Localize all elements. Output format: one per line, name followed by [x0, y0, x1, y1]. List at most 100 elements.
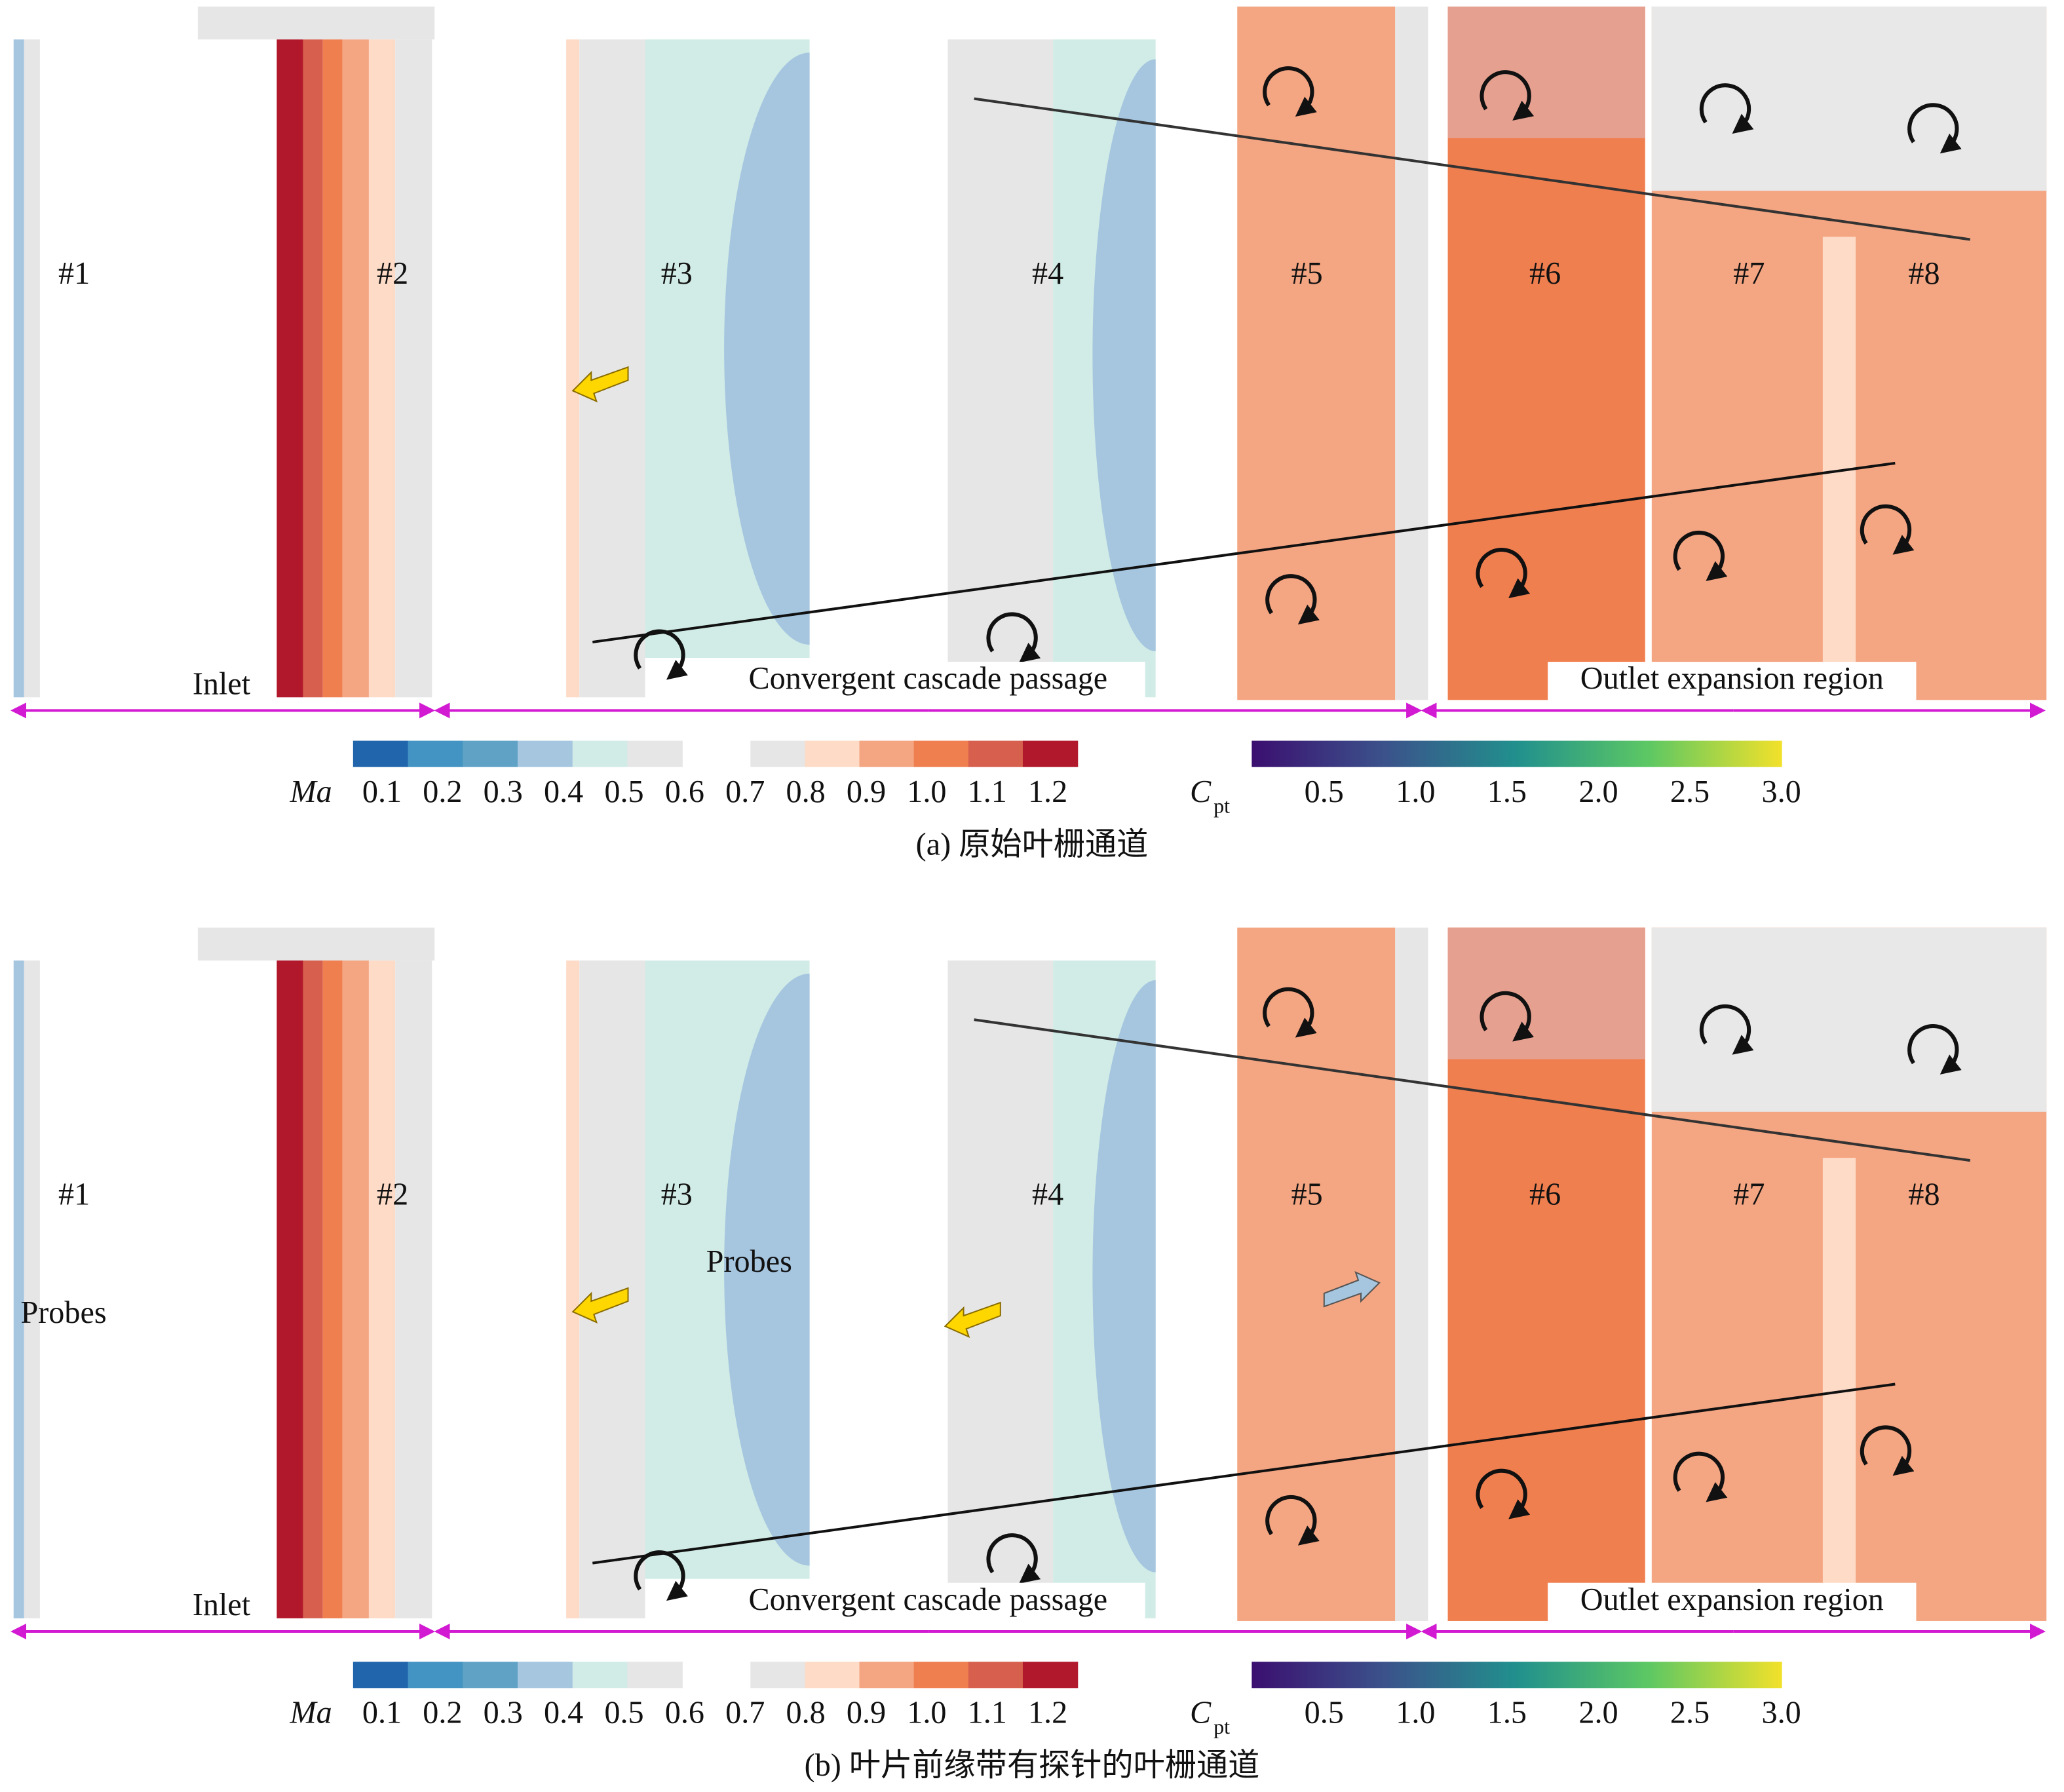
- contour: [342, 960, 369, 1618]
- legend-label: C: [1190, 774, 1212, 809]
- colorbar-tick-label: 0.1: [362, 774, 402, 809]
- section-label: #5: [1291, 1177, 1323, 1211]
- colorbar-tick-label: 2.5: [1670, 774, 1710, 809]
- region-label: Convergent cascade passage: [749, 1582, 1108, 1617]
- vortex-arrow: [986, 1533, 1041, 1584]
- colorbar-tick-label: 2.5: [1670, 1696, 1710, 1730]
- colorbar-swatch: [627, 740, 683, 767]
- vortex-arrow: [1263, 987, 1317, 1038]
- colorbar-swatch: [750, 1662, 806, 1688]
- colorbar-swatch: [913, 740, 970, 767]
- colorbar-tick-label: 0.5: [1305, 1696, 1344, 1730]
- contour: [1237, 7, 1396, 700]
- highlight-arrow: [571, 1287, 629, 1324]
- vortex-arrow: [1699, 83, 1754, 134]
- colorbar-swatch: [353, 740, 409, 767]
- colorbar-swatch: [805, 1662, 860, 1688]
- contour: [303, 960, 323, 1618]
- colorbar-swatch: [913, 1662, 970, 1688]
- legend-subscript: pt: [1214, 1715, 1230, 1738]
- section-label: #8: [1908, 256, 1940, 291]
- colorbar-swatch: [1022, 1662, 1079, 1688]
- colorbar-tick-label: 1.5: [1487, 774, 1527, 809]
- colorbar-tick-label: 0.5: [604, 774, 643, 809]
- colorbar-tick-label: 1.1: [968, 774, 1007, 809]
- colorbar-swatch: [968, 1662, 1024, 1688]
- colorbar-swatch: [805, 740, 860, 767]
- region-label: Outlet expansion region: [1580, 661, 1884, 696]
- contour: [277, 960, 303, 1618]
- contour: [1395, 927, 1428, 1621]
- contour: [395, 39, 432, 698]
- contour: [1822, 1158, 1856, 1592]
- vortex-arrow: [1673, 530, 1728, 581]
- section-label: #6: [1529, 1177, 1561, 1211]
- probe-label: Probes: [20, 1295, 106, 1330]
- label-box: [1548, 662, 1917, 702]
- section-label: #7: [1733, 1177, 1765, 1211]
- colorbar-swatch: [408, 1662, 463, 1688]
- colorbar-tick-label: 0.4: [544, 774, 583, 809]
- colorbar-swatch: [518, 1662, 573, 1688]
- colorbar-swatch: [463, 1662, 518, 1688]
- colorbar-tick-label: 0.6: [665, 1696, 704, 1730]
- colorbar: [1252, 740, 1782, 767]
- vortex-arrow: [1907, 1024, 1962, 1075]
- contour: [566, 960, 580, 1618]
- colorbar: [1252, 1662, 1782, 1688]
- vortex-arrow: [1480, 70, 1535, 121]
- colorbar-tick-label: 3.0: [1761, 1696, 1801, 1730]
- highlight-arrow: [1323, 1270, 1381, 1308]
- label-box: [711, 1582, 1145, 1622]
- contour: [1447, 7, 1645, 138]
- region-label: Outlet expansion region: [1580, 1582, 1884, 1617]
- colorbar-tick-label: 0.9: [847, 774, 886, 809]
- colorbar-swatch: [859, 740, 915, 767]
- vortex-arrow: [1673, 1451, 1728, 1502]
- contour: [368, 39, 396, 698]
- legend-subscript: pt: [1214, 793, 1230, 817]
- caption: (a) 原始叶栅通道: [916, 827, 1149, 862]
- contour: [197, 927, 435, 961]
- contour: [579, 39, 645, 698]
- panel: #1 #2 #3 #4 #5 #6 #7 #8 Inlet Convergent cascade …: [10, 7, 2047, 862]
- guide-line: [592, 461, 1896, 643]
- colorbar-swatch: [518, 740, 573, 767]
- region-label: Convergent cascade passage: [749, 661, 1108, 696]
- colorbar-tick-label: 1.2: [1028, 774, 1067, 809]
- colorbar-tick-label: 0.5: [1305, 774, 1344, 809]
- vortex-arrow: [1476, 1468, 1531, 1519]
- section-label: #6: [1529, 256, 1561, 291]
- caption: (b) 叶片前缘带有探针的叶栅通道: [805, 1748, 1260, 1783]
- colorbar-tick-label: 2.0: [1578, 774, 1618, 809]
- colorbar-tick-label: 0.1: [362, 1696, 402, 1730]
- colorbar-tick-label: 0.8: [786, 1696, 825, 1730]
- section-label: #1: [58, 256, 90, 291]
- contour: [1651, 7, 2047, 191]
- section-label: #8: [1908, 1177, 1940, 1211]
- vortex-arrow: [986, 612, 1041, 663]
- colorbar-tick-label: 0.4: [544, 1696, 583, 1730]
- colorbar-tick-label: 1.1: [968, 1696, 1007, 1730]
- contour: [368, 960, 396, 1618]
- panel: #1 #2 #3 #4 #5 #6 #7 #8 Inlet Convergent cascade …: [10, 927, 2047, 1783]
- colorbar-tick-label: 2.0: [1578, 1696, 1618, 1730]
- contour: [1651, 927, 2047, 1112]
- contour: [303, 39, 323, 698]
- contour: [322, 960, 343, 1618]
- vortex-arrow: [1860, 1425, 1915, 1476]
- colorbar-tick-label: 0.2: [423, 774, 462, 809]
- contour: [1155, 927, 1238, 1621]
- colorbar-swatch: [463, 740, 518, 767]
- contour: [322, 39, 343, 698]
- contour: [24, 960, 40, 1618]
- colorbar-tick-label: 0.8: [786, 774, 825, 809]
- highlight-arrow: [944, 1301, 1001, 1339]
- contour: [13, 39, 24, 698]
- vortex-arrow: [1476, 548, 1531, 598]
- section-label: #3: [661, 256, 693, 291]
- legend-label: Ma: [289, 1696, 332, 1730]
- colorbar-tick-label: 1.2: [1028, 1696, 1067, 1730]
- section-label: #2: [377, 1177, 408, 1211]
